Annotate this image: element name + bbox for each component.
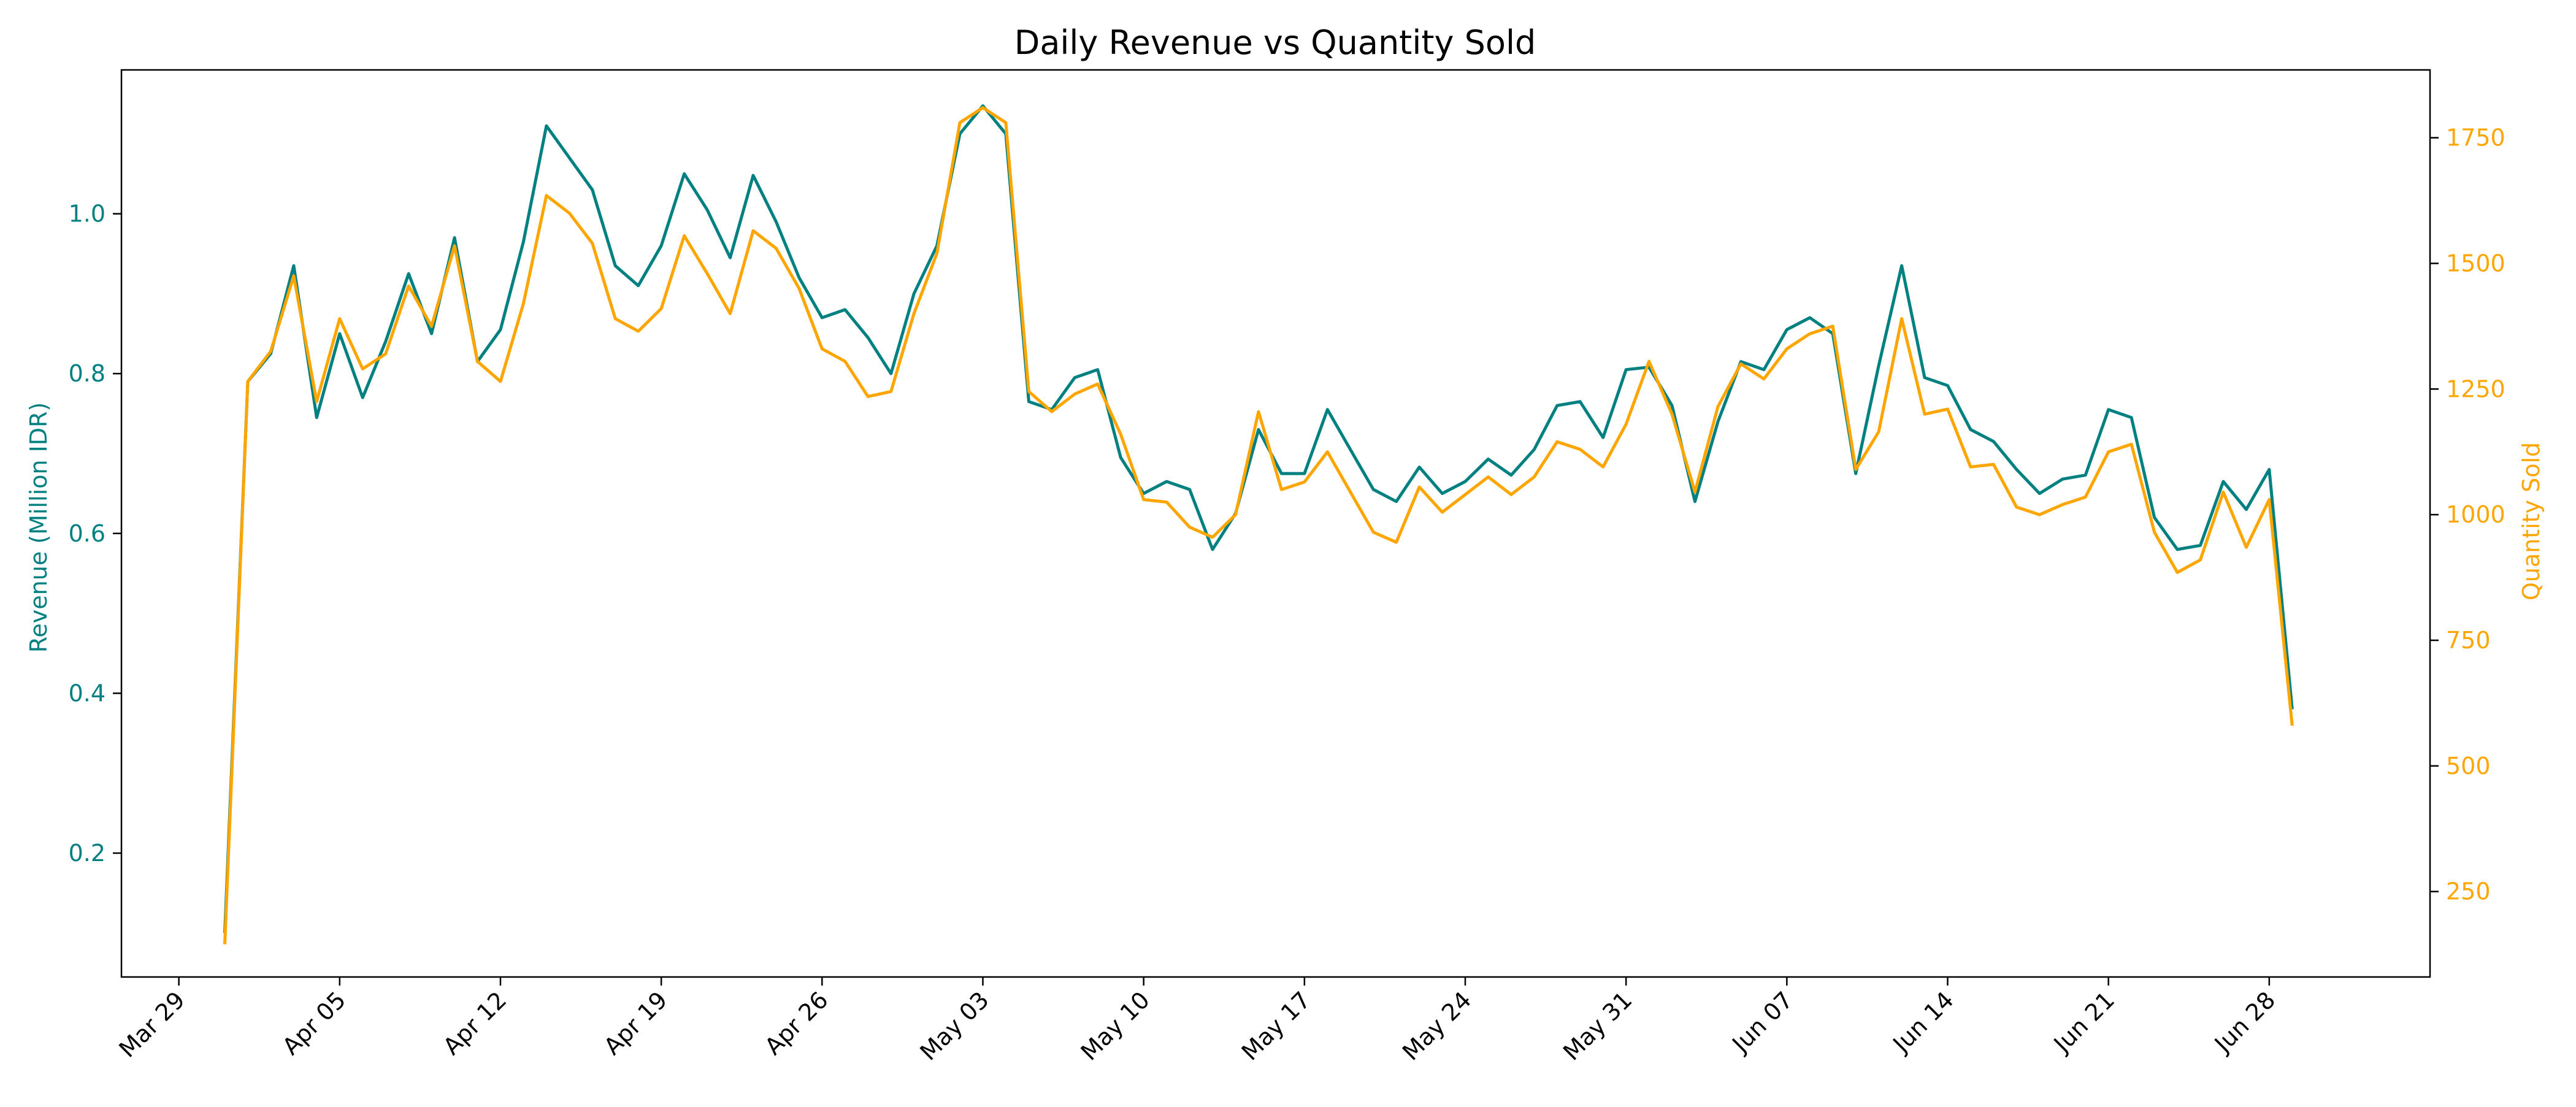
x-tick-label: Jun 21 [2048, 986, 2120, 1058]
y-right-tick-label: 1500 [2446, 250, 2505, 277]
y-right-tick-label: 750 [2446, 627, 2491, 654]
x-tick-label: May 17 [1236, 986, 1316, 1065]
plot-area: Mar 29 Apr 05 Apr 12 Apr 19 Apr 26 May 03 May … [69, 69, 2505, 1066]
y-left-tick-label: 0.6 [69, 520, 105, 547]
x-tick-label: May 31 [1558, 986, 1637, 1065]
y-right-tick-label: 1750 [2446, 124, 2505, 151]
x-tick-label: Jun 28 [2209, 986, 2280, 1058]
y-left-tick-label: 0.8 [69, 360, 105, 387]
x-tick-label: May 10 [1076, 986, 1155, 1065]
y-right-tick-label: 500 [2446, 753, 2491, 779]
revenue-line [223, 104, 2294, 933]
y-right-tick-label: 250 [2446, 878, 2491, 905]
y-left-tick-label: 0.2 [69, 840, 105, 867]
chart-title: Daily Revenue vs Quantity Sold [1014, 23, 1536, 62]
y-left-tick-label: 0.4 [69, 680, 105, 707]
quantity-sold-line [223, 106, 2294, 944]
y-right-tick-label: 1250 [2446, 375, 2505, 402]
x-tick-label: May 03 [914, 986, 994, 1065]
y-axis-left-label: Revenue (Million IDR) [25, 402, 52, 653]
plot-frame [120, 69, 2431, 978]
x-tick-label: Apr 05 [277, 986, 351, 1060]
y-axis-right-label: Quantity Sold [2518, 442, 2545, 600]
x-tick-label: May 24 [1397, 986, 1476, 1065]
x-tick-label: Jun 07 [1726, 986, 1798, 1058]
y-left-tick-label: 1.0 [69, 201, 105, 228]
x-tick-label: Mar 29 [113, 986, 190, 1063]
x-tick-label: Apr 12 [438, 986, 512, 1060]
y-right-tick-label: 1000 [2446, 501, 2505, 528]
x-tick-label: Jun 14 [1887, 986, 1959, 1058]
x-tick-label: Apr 26 [759, 986, 833, 1060]
x-tick-label: Apr 19 [599, 986, 672, 1060]
